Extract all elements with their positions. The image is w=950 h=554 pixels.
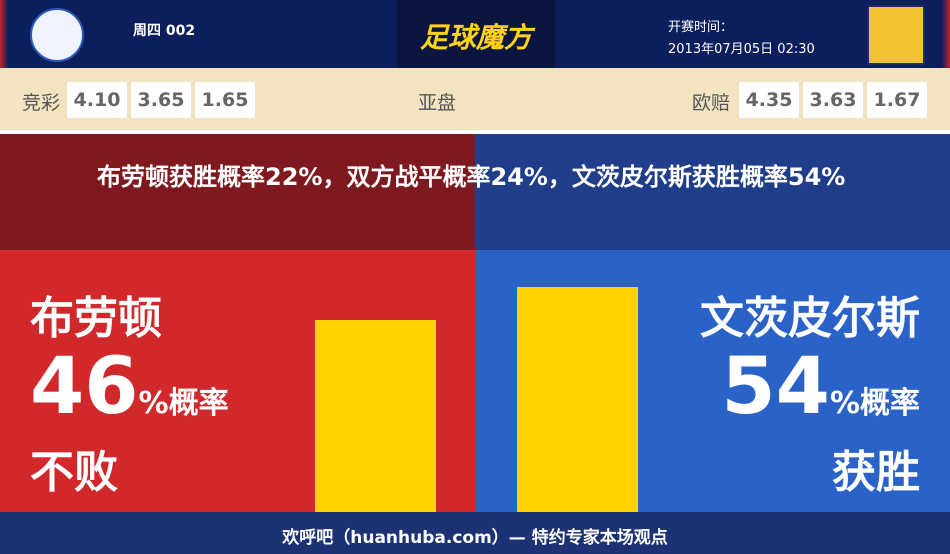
left-unit: %概率 [138,386,229,421]
right-outcome: 获胜 [832,447,920,498]
jingcai-label: 竞彩 [22,92,61,114]
odd: 3.65 [131,82,191,118]
right-unit: %概率 [829,386,920,421]
right-value: 54 [721,342,830,432]
match-number: 周四 002 [133,23,196,39]
right-value-row: 54%概率 [721,342,920,432]
left-value: 46 [30,342,139,432]
away-logo [867,5,925,65]
bar [315,320,436,512]
summary: 布劳顿获胜概率22%，双方战平概率24%，文茨皮尔斯获胜概率54% [97,163,846,191]
odd: 1.67 [867,82,927,118]
left-value-row: 46%概率 [30,342,229,432]
right-team: 文茨皮尔斯 [700,293,920,344]
left-outcome: 不败 [30,447,118,498]
odd: 3.63 [803,82,863,118]
odd: 4.10 [67,82,127,118]
home-logo [30,8,84,62]
asian-label: 亚盘 [418,92,457,114]
footer-text: 欢呼吧（huanhuba.com）— 特约专家本场观点 [282,528,668,548]
left-team: 布劳顿 [30,293,162,344]
kickoff-time: 2013年07月05日 02:30 [668,42,815,57]
kickoff-label: 开赛时间： [668,20,734,35]
odd: 1.65 [195,82,255,118]
europe-label: 欧赔 [692,92,731,114]
bar [517,286,638,512]
footer [0,512,950,554]
brand: 足球魔方 [419,21,532,54]
summary-bg-left [0,134,475,250]
odd: 4.35 [739,82,799,118]
brand-logo [397,0,555,68]
summary-bg-right [475,134,950,250]
